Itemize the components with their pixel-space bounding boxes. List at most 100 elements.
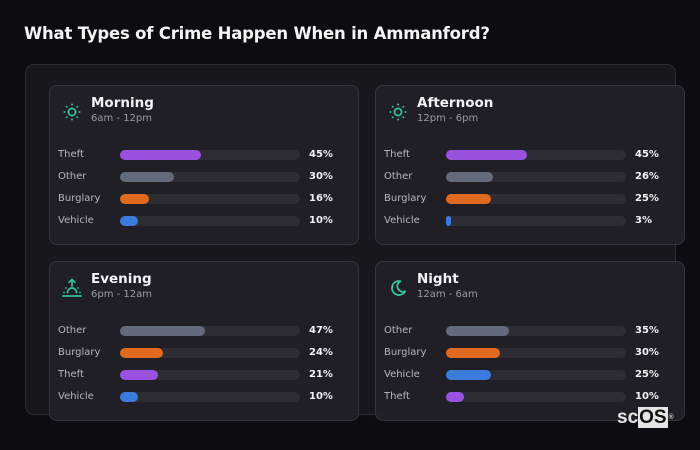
card-time-range: 12pm - 6pm	[417, 113, 479, 124]
watermark-sc: sc	[617, 407, 639, 428]
bar-value: 24%	[309, 347, 333, 358]
bar-track	[446, 392, 626, 402]
bar-label: Theft	[58, 149, 84, 160]
bar-value: 45%	[635, 149, 659, 160]
card-header: Morning 6am - 12pm	[61, 95, 154, 125]
bar-fill	[120, 370, 158, 380]
bar-track	[120, 392, 300, 402]
card-title: Morning	[91, 95, 154, 111]
bar-row-theft: Theft 21%	[58, 367, 358, 389]
bar-row-burglary: Burglary 16%	[58, 191, 358, 213]
bar-fill	[446, 326, 509, 336]
bar-track	[446, 326, 626, 336]
card-time-range: 12am - 6am	[417, 289, 478, 300]
bar-track	[120, 150, 300, 160]
bar-row-burglary: Burglary 24%	[58, 345, 358, 367]
card-title: Afternoon	[417, 95, 494, 111]
bar-fill	[446, 348, 500, 358]
bar-label: Burglary	[384, 347, 427, 358]
sun-icon	[387, 101, 409, 123]
bar-track	[120, 216, 300, 226]
bar-value: 25%	[635, 369, 659, 380]
watermark-registered: ®	[668, 414, 674, 421]
scos-watermark: scOS ®	[617, 407, 674, 428]
bar-value: 16%	[309, 193, 333, 204]
bar-value: 26%	[635, 171, 659, 182]
bar-value: 30%	[309, 171, 333, 182]
bar-fill	[120, 150, 201, 160]
bar-fill	[446, 150, 527, 160]
bar-fill	[446, 172, 493, 182]
bar-label: Theft	[384, 391, 410, 402]
bar-row-vehicle: Vehicle 25%	[384, 367, 684, 389]
bar-label: Vehicle	[58, 215, 94, 226]
bar-row-burglary: Burglary 30%	[384, 345, 684, 367]
card-title: Night	[417, 271, 459, 287]
bar-row-other: Other 30%	[58, 169, 358, 191]
bar-row-other: Other 35%	[384, 323, 684, 345]
bar-track	[446, 216, 626, 226]
bar-value: 35%	[635, 325, 659, 336]
bar-value: 25%	[635, 193, 659, 204]
bar-value: 10%	[309, 391, 333, 402]
bar-row-vehicle: Vehicle 3%	[384, 213, 684, 235]
bar-fill	[446, 194, 491, 204]
card-time-range: 6am - 12pm	[91, 113, 153, 124]
bar-fill	[120, 172, 174, 182]
bar-track	[446, 370, 626, 380]
bar-track	[120, 370, 300, 380]
bar-fill	[446, 216, 452, 226]
bar-row-burglary: Burglary 25%	[384, 191, 684, 213]
bar-track	[120, 194, 300, 204]
bar-list: Theft 45% Other 26% Burglary 25% Vehicle 3%	[384, 147, 684, 235]
bar-label: Theft	[384, 149, 410, 160]
bar-fill	[120, 194, 149, 204]
bar-value: 30%	[635, 347, 659, 358]
card-afternoon: Afternoon 12pm - 6pm Theft 45% Other 26% Burgl…	[375, 85, 685, 245]
bar-row-theft: Theft 45%	[58, 147, 358, 169]
card-title: Evening	[91, 271, 152, 287]
bar-label: Vehicle	[384, 369, 420, 380]
bar-track	[120, 348, 300, 358]
bar-fill	[120, 216, 138, 226]
bar-label: Other	[384, 171, 413, 182]
sun-icon	[61, 101, 83, 123]
bar-list: Other 35% Burglary 30% Vehicle 25% Theft 10%	[384, 323, 684, 411]
bar-label: Burglary	[58, 193, 101, 204]
watermark-os: OS	[638, 407, 668, 428]
bar-value: 10%	[635, 391, 659, 402]
bar-track	[446, 150, 626, 160]
bar-fill	[446, 370, 491, 380]
bar-fill	[120, 348, 164, 358]
bar-list: Other 47% Burglary 24% Theft 21% Vehicle 10%	[58, 323, 358, 411]
bar-track	[446, 194, 626, 204]
bar-label: Other	[58, 325, 87, 336]
bar-track	[120, 172, 300, 182]
bar-row-other: Other 26%	[384, 169, 684, 191]
bar-value: 21%	[309, 369, 333, 380]
bar-track	[120, 326, 300, 336]
bar-label: Vehicle	[58, 391, 94, 402]
bar-row-vehicle: Vehicle 10%	[58, 213, 358, 235]
card-header: Afternoon 12pm - 6pm	[387, 95, 493, 125]
bar-row-theft: Theft 10%	[384, 389, 684, 411]
bar-list: Theft 45% Other 30% Burglary 16% Vehicle 10%	[58, 147, 358, 235]
card-evening: Evening 6pm - 12am Other 47% Burglary 24% Thef…	[49, 261, 359, 421]
card-time-range: 6pm - 12am	[91, 289, 153, 300]
bar-value: 45%	[309, 149, 333, 160]
bar-label: Burglary	[58, 347, 101, 358]
bar-row-vehicle: Vehicle 10%	[58, 389, 358, 411]
card-header: Night 12am - 6am	[387, 271, 478, 301]
sunset-icon	[61, 277, 83, 299]
card-night: Night 12am - 6am Other 35% Burglary 30% Vehicl…	[375, 261, 685, 421]
bar-value: 47%	[309, 325, 333, 336]
card-morning: Morning 6am - 12pm Theft 45% Other 30% Burglar…	[49, 85, 359, 245]
moon-icon	[387, 277, 409, 299]
bar-label: Theft	[58, 369, 84, 380]
bar-fill	[446, 392, 464, 402]
bar-value: 3%	[635, 215, 652, 226]
bar-row-theft: Theft 45%	[384, 147, 684, 169]
bar-track	[446, 348, 626, 358]
bar-fill	[120, 326, 205, 336]
card-header: Evening 6pm - 12am	[61, 271, 152, 301]
